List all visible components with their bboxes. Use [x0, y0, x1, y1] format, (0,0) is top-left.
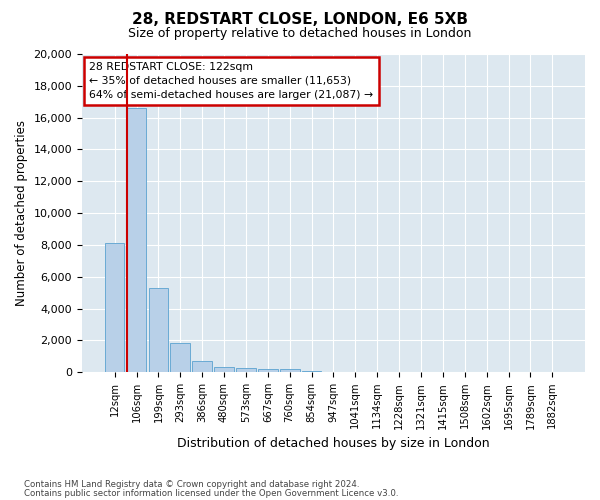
Bar	[170, 343, 190, 372]
Bar	[149, 288, 168, 372]
Text: Contains public sector information licensed under the Open Government Licence v3: Contains public sector information licen…	[24, 488, 398, 498]
Text: Contains HM Land Registry data © Crown copyright and database right 2024.: Contains HM Land Registry data © Crown c…	[24, 480, 359, 489]
Bar	[127, 108, 146, 372]
Bar	[214, 366, 234, 372]
Text: 28, REDSTART CLOSE, LONDON, E6 5XB: 28, REDSTART CLOSE, LONDON, E6 5XB	[132, 12, 468, 28]
Text: Size of property relative to detached houses in London: Size of property relative to detached ho…	[128, 28, 472, 40]
Bar	[105, 244, 124, 372]
X-axis label: Distribution of detached houses by size in London: Distribution of detached houses by size …	[177, 437, 490, 450]
Y-axis label: Number of detached properties: Number of detached properties	[15, 120, 28, 306]
Text: 28 REDSTART CLOSE: 122sqm
← 35% of detached houses are smaller (11,653)
64% of s: 28 REDSTART CLOSE: 122sqm ← 35% of detac…	[89, 62, 374, 100]
Bar	[236, 368, 256, 372]
Bar	[193, 361, 212, 372]
Bar	[280, 369, 299, 372]
Bar	[258, 369, 278, 372]
